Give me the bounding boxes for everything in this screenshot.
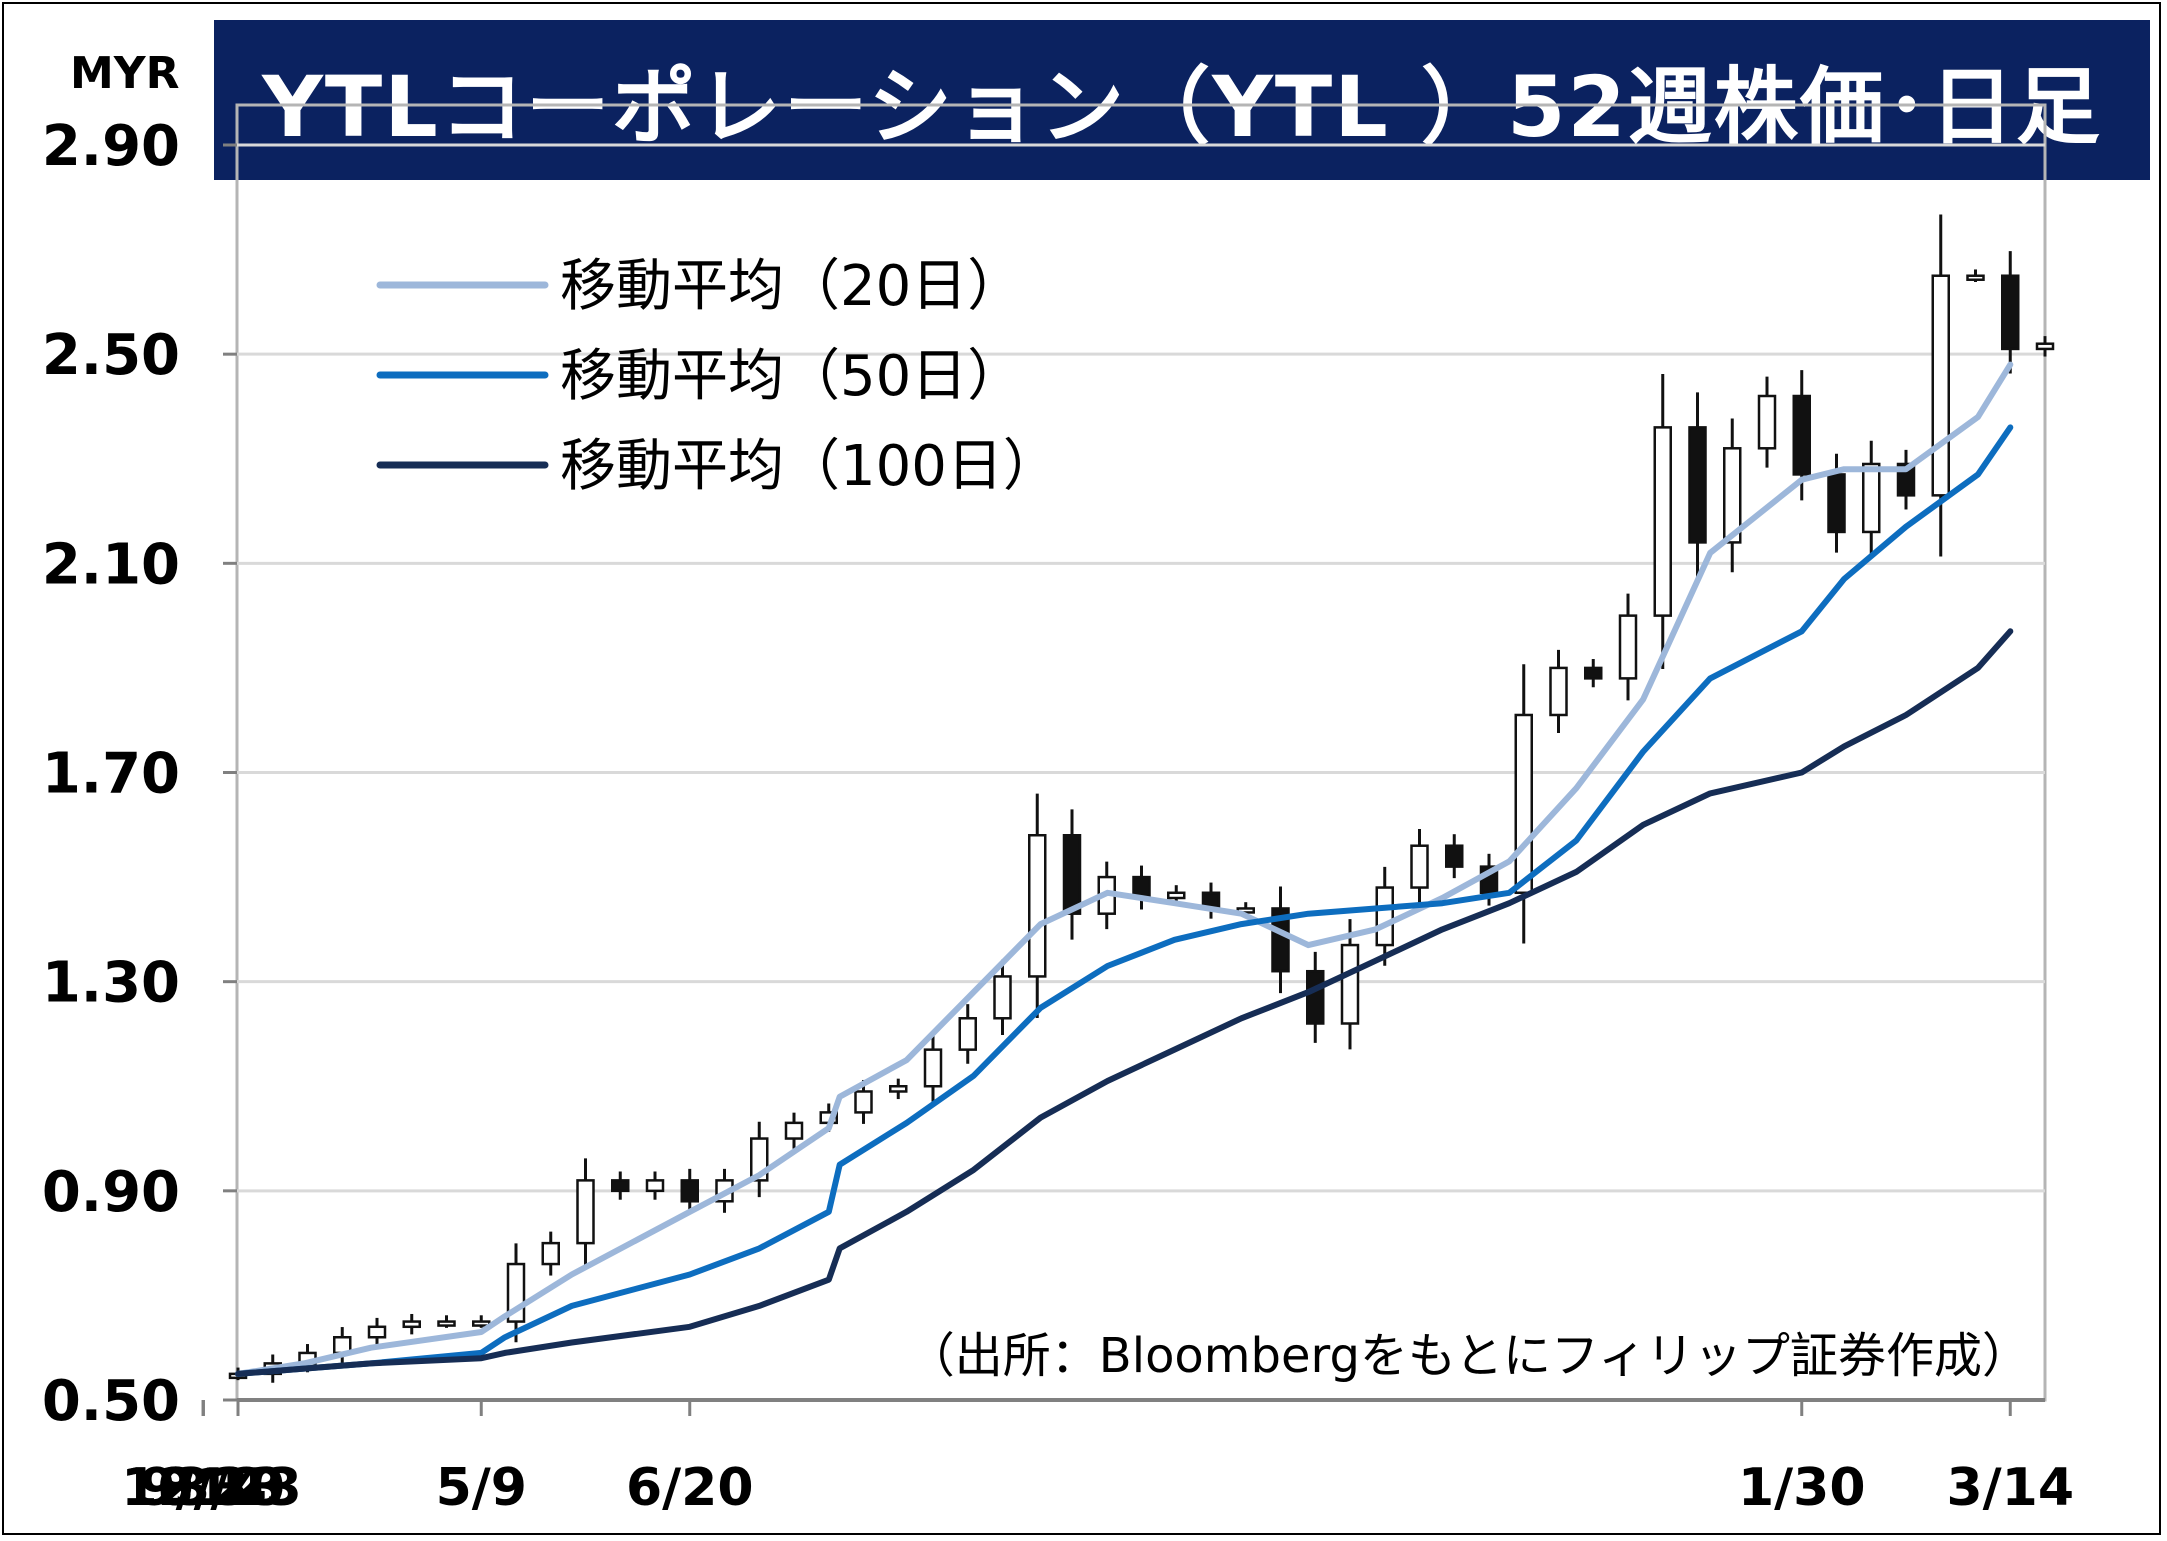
price-candle xyxy=(1792,394,1811,476)
price-candle xyxy=(958,1017,977,1051)
y-tick-label: 0.90 xyxy=(42,1160,180,1225)
legend-label: 移動平均（50日） xyxy=(560,344,1023,409)
y-tick-label: 2.90 xyxy=(42,114,180,179)
chart-title-banner: YTLコーポレーション（YTL ）52週株価･日足 xyxy=(214,20,2150,180)
price-candle xyxy=(1827,473,1846,534)
x-tick-label: 10/30 xyxy=(121,1458,285,1518)
price-candle xyxy=(1514,713,1533,895)
price-candle xyxy=(1445,844,1464,868)
source-note: （出所：Bloombergをもとにフィリップ証券作成） xyxy=(907,1328,2030,1384)
price-candle xyxy=(1757,394,1777,450)
price-candle xyxy=(437,1320,456,1327)
price-candle xyxy=(645,1179,665,1193)
price-candle xyxy=(1028,834,1047,978)
price-candle xyxy=(680,1179,699,1203)
price-candle xyxy=(1584,666,1603,680)
price-candle xyxy=(1340,943,1360,1025)
y-axis-unit: MYR xyxy=(70,48,180,99)
moving-average-line-3 xyxy=(235,628,2014,1377)
price-candle xyxy=(2001,274,2020,351)
price-candle xyxy=(1375,886,1394,947)
price-candle xyxy=(993,975,1012,1020)
price-candle xyxy=(541,1241,560,1266)
price-candle xyxy=(1931,274,1950,497)
price-candle xyxy=(576,1179,595,1245)
x-tick-label: 5/9 xyxy=(436,1458,527,1518)
moving-average-line-1 xyxy=(235,361,2014,1377)
price-candle xyxy=(367,1325,387,1339)
plot-area xyxy=(235,103,2047,1402)
x-tick-label: 8/2 xyxy=(158,1458,249,1518)
price-candle xyxy=(1306,969,1325,1025)
price-candle xyxy=(1688,426,1707,544)
price-candle xyxy=(1271,907,1290,973)
x-tick-label: 3/14 xyxy=(1946,1458,2074,1518)
price-candle xyxy=(611,1179,630,1193)
y-tick-label: 2.10 xyxy=(42,532,180,597)
legend-label: 移動平均（100日） xyxy=(560,434,1059,499)
price-candle xyxy=(1723,447,1742,544)
moving-average-line-2 xyxy=(235,424,2014,1377)
price-candle xyxy=(1062,834,1082,915)
price-candle xyxy=(889,1085,908,1093)
price-candle xyxy=(1653,426,1672,617)
y-tick-label: 1.30 xyxy=(42,951,180,1016)
price-candle xyxy=(402,1320,421,1329)
price-candle xyxy=(1410,844,1429,889)
y-tick-label: 2.50 xyxy=(42,323,180,388)
price-candle xyxy=(923,1048,943,1088)
price-candle xyxy=(1618,614,1638,680)
price-candle xyxy=(1966,274,1985,281)
y-tick-label: 1.70 xyxy=(42,742,180,807)
price-candle xyxy=(1167,891,1186,900)
price-candle xyxy=(854,1090,873,1114)
price-candle xyxy=(2035,342,2055,351)
y-tick-label: 0.50 xyxy=(42,1369,180,1434)
x-tick-label: 6/20 xyxy=(626,1458,754,1518)
x-tick-label: 3/23 xyxy=(174,1458,302,1518)
x-tick-label: 1/30 xyxy=(1738,1458,1866,1518)
x-tick-label: 9/14 xyxy=(139,1458,267,1518)
price-candle xyxy=(1549,666,1568,717)
legend-label: 移動平均（20日） xyxy=(560,254,1023,319)
price-candle xyxy=(1862,462,1881,534)
x-tick-label: 12/13 xyxy=(121,1458,285,1518)
price-candle xyxy=(784,1121,804,1140)
